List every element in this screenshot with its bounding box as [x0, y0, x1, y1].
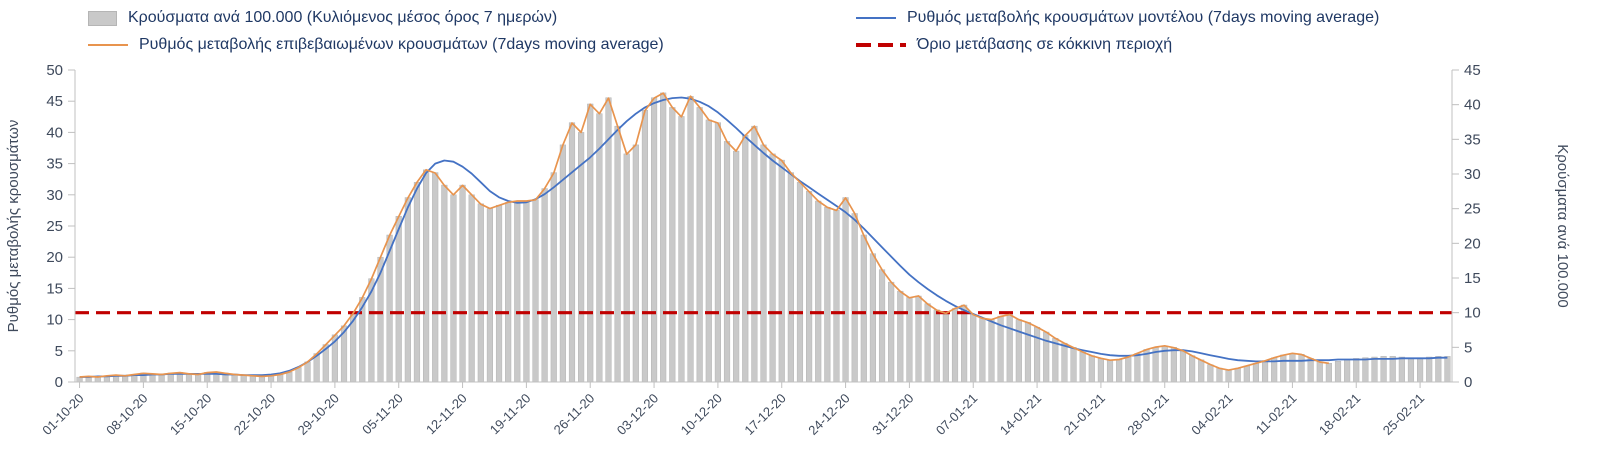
- svg-text:17-12-20: 17-12-20: [741, 391, 788, 438]
- left-axis: 0 5 10 15 20 25 30 35 40 45 50: [46, 62, 75, 391]
- svg-text:25: 25: [46, 218, 63, 235]
- legend-item-model-rate: Ρυθμός μεταβολής κρουσμάτων μοντέλου (7d…: [856, 8, 1561, 28]
- svg-text:26-11-20: 26-11-20: [551, 391, 598, 438]
- svg-text:5: 5: [55, 343, 63, 360]
- bars-series-group: [76, 92, 1451, 383]
- legend-label-confirmed-rate: Ρυθμός μεταβολής επιβεβαιωμένων κρουσμάτ…: [139, 36, 664, 53]
- svg-text:03-12-20: 03-12-20: [614, 391, 661, 438]
- x-axis: 01-10-20 08-10-20 15-10-20 22-10-20 29-10-20…: [39, 382, 1427, 438]
- svg-text:0: 0: [55, 374, 63, 391]
- svg-text:01-10-20: 01-10-20: [39, 391, 86, 438]
- svg-text:07-01-21: 07-01-21: [933, 391, 980, 438]
- bar-series-swatch: [88, 10, 117, 26]
- svg-text:15-10-20: 15-10-20: [167, 391, 214, 438]
- svg-text:5: 5: [1464, 339, 1472, 356]
- svg-text:30: 30: [1464, 166, 1481, 183]
- threshold-line-swatch: [856, 42, 906, 48]
- confirmed-line-path: [79, 92, 1330, 378]
- right-axis-title: Κρούσματα ανά 100.000: [1554, 144, 1571, 307]
- svg-text:10: 10: [1464, 305, 1481, 322]
- svg-text:15: 15: [46, 280, 63, 297]
- svg-text:12-11-20: 12-11-20: [423, 391, 470, 438]
- svg-text:45: 45: [1464, 62, 1481, 79]
- legend-label-red-zone-threshold: Όριο μετάβασης σε κόκκινη περιοχή: [917, 36, 1173, 53]
- model-line-swatch: [856, 16, 896, 20]
- svg-text:28-01-21: 28-01-21: [1124, 391, 1171, 438]
- svg-text:20: 20: [46, 249, 63, 266]
- svg-text:45: 45: [46, 93, 63, 110]
- svg-text:20: 20: [1464, 235, 1481, 252]
- legend-item-red-zone-threshold: Όριο μετάβασης σε κόκκινη περιοχή: [856, 35, 1561, 55]
- svg-text:14-01-21: 14-01-21: [997, 391, 1044, 438]
- svg-text:24-12-20: 24-12-20: [805, 391, 852, 438]
- legend-item-confirmed-rate: Ρυθμός μεταβολής επιβεβαιωμένων κρουσμάτ…: [88, 35, 856, 55]
- left-axis-title: Ρυθμός μεταβολής κρουσμάτων: [5, 120, 22, 333]
- svg-text:10-12-20: 10-12-20: [678, 391, 725, 438]
- svg-text:31-12-20: 31-12-20: [869, 391, 916, 438]
- svg-text:35: 35: [46, 156, 63, 173]
- svg-text:25-02-21: 25-02-21: [1380, 391, 1427, 438]
- svg-text:30: 30: [46, 187, 63, 204]
- chart-legend: Κρούσματα ανά 100.000 (Κυλιόμενος μέσος …: [88, 8, 1561, 55]
- svg-text:22-10-20: 22-10-20: [231, 391, 278, 438]
- svg-text:0: 0: [1464, 374, 1472, 391]
- svg-text:18-02-21: 18-02-21: [1316, 391, 1363, 438]
- legend-label-model-rate: Ρυθμός μεταβολής κρουσμάτων μοντέλου (7d…: [907, 9, 1380, 26]
- svg-text:50: 50: [46, 62, 63, 79]
- svg-text:11-02-21: 11-02-21: [1253, 391, 1300, 438]
- right-axis: 0 5 10 15 20 25 30 35 40 45: [1452, 62, 1481, 391]
- legend-label-cases-per-100k: Κρούσματα ανά 100.000 (Κυλιόμενος μέσος …: [128, 9, 558, 26]
- svg-text:40: 40: [46, 124, 63, 141]
- confirmed-line-swatch: [88, 43, 128, 47]
- svg-text:05-11-20: 05-11-20: [359, 391, 406, 438]
- svg-text:19-11-20: 19-11-20: [487, 391, 534, 438]
- svg-text:08-10-20: 08-10-20: [103, 391, 150, 438]
- svg-text:04-02-21: 04-02-21: [1188, 391, 1235, 438]
- svg-text:40: 40: [1464, 97, 1481, 114]
- legend-item-cases-per-100k: Κρούσματα ανά 100.000 (Κυλιόμενος μέσος …: [88, 8, 856, 28]
- svg-text:35: 35: [1464, 131, 1481, 148]
- svg-text:15: 15: [1464, 270, 1481, 287]
- svg-text:25: 25: [1464, 201, 1481, 218]
- svg-text:21-01-21: 21-01-21: [1061, 391, 1108, 438]
- svg-text:10: 10: [46, 312, 63, 329]
- svg-text:29-10-20: 29-10-20: [295, 391, 342, 438]
